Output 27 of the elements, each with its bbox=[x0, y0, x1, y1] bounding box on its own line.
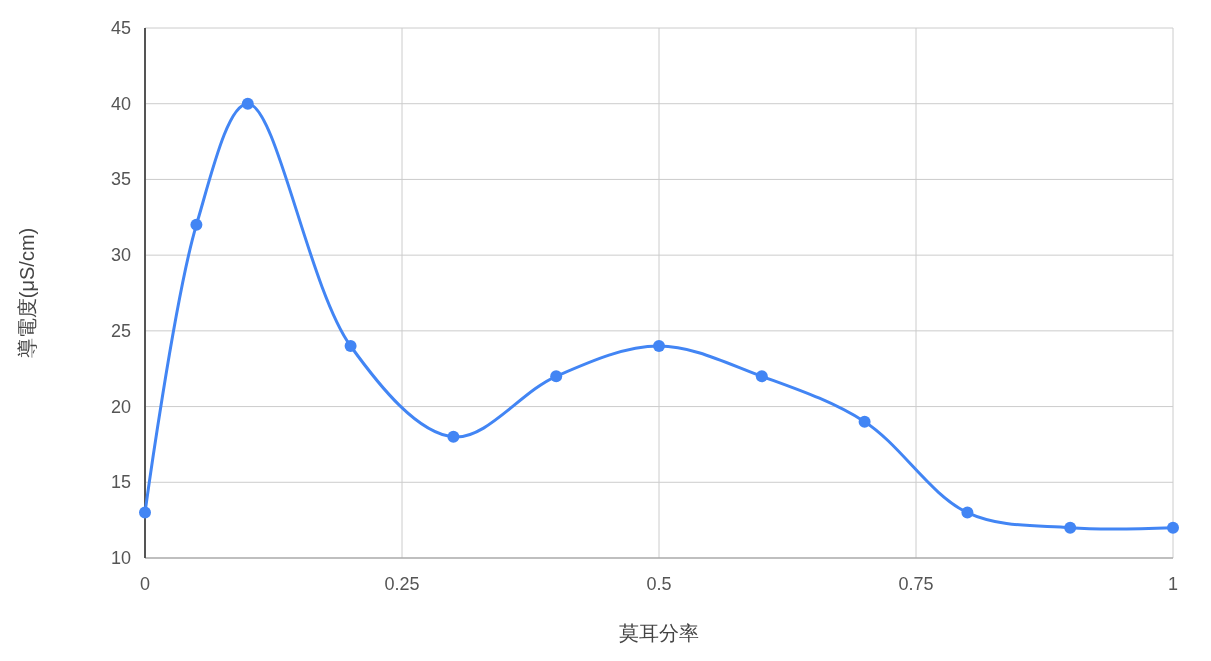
x-tick-label: 1 bbox=[1167, 574, 1179, 594]
point bbox=[1167, 521, 1179, 534]
x-tick-label: 0.5 bbox=[646, 574, 672, 594]
y-tick-label: 15 bbox=[110, 472, 131, 493]
x-axis-title: 莫耳分率 bbox=[619, 622, 699, 644]
y-tick-label: 40 bbox=[110, 93, 131, 114]
y-tick-label: 20 bbox=[110, 396, 131, 417]
y-tick-label: 30 bbox=[110, 245, 131, 266]
point bbox=[653, 340, 665, 352]
x-tick-label: 0 bbox=[139, 574, 151, 594]
y-axis-title: 導電度(μS/cm) bbox=[16, 227, 38, 359]
y-tick-label: 45 bbox=[110, 18, 131, 38]
point bbox=[139, 506, 151, 519]
point bbox=[961, 506, 974, 519]
point bbox=[1064, 521, 1077, 534]
x-tick-label: 0.75 bbox=[898, 574, 934, 594]
point bbox=[241, 97, 254, 110]
y-tick-label: 25 bbox=[110, 320, 131, 341]
point bbox=[344, 340, 357, 352]
y-tick-label: 35 bbox=[110, 169, 131, 190]
point bbox=[755, 370, 768, 383]
point bbox=[190, 218, 203, 231]
point bbox=[858, 415, 871, 428]
y-tick-label: 10 bbox=[110, 548, 131, 568]
x-tick-label: 0.25 bbox=[384, 574, 420, 594]
point bbox=[447, 430, 460, 443]
point bbox=[550, 370, 563, 383]
